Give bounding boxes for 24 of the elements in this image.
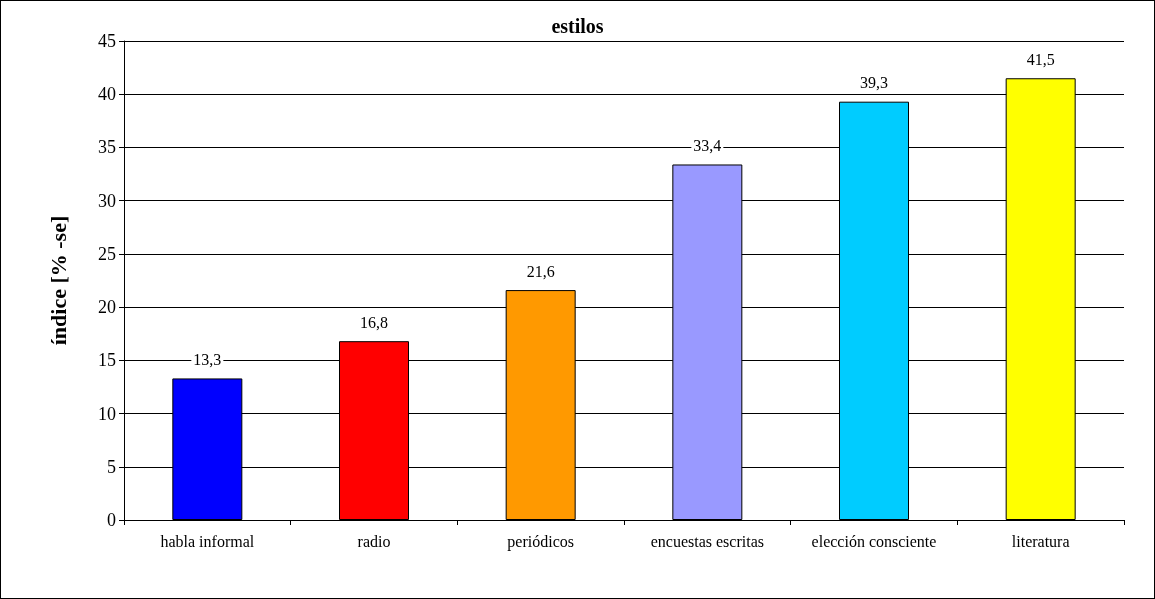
y-tick-label: 30 xyxy=(98,190,116,211)
y-tick-label: 35 xyxy=(98,137,116,158)
data-label: 16,8 xyxy=(360,313,388,331)
x-tick-label: radio xyxy=(357,532,391,550)
y-axis-title: índice [% -se] xyxy=(45,215,71,346)
y-tick-label: 10 xyxy=(98,403,116,424)
x-tick-label: literatura xyxy=(1011,532,1070,550)
y-tick-label: 5 xyxy=(107,456,116,477)
y-tick-label: 25 xyxy=(98,243,116,264)
chart-title: estilos xyxy=(551,15,604,37)
x-tick-label: encuestas escritas xyxy=(650,532,764,550)
data-label: 41,5 xyxy=(1026,50,1055,68)
y-tick-label: 45 xyxy=(98,31,116,51)
x-tick-label: elección consciente xyxy=(811,532,937,550)
y-tick-label: 15 xyxy=(98,350,116,371)
x-tick-label: periódicos xyxy=(507,532,574,551)
data-label: 13,3 xyxy=(193,350,222,368)
y-tick-label: 40 xyxy=(98,84,116,105)
y-tick-label: 0 xyxy=(107,510,116,530)
y-tick-label: 20 xyxy=(98,297,116,318)
data-label: 21,6 xyxy=(526,262,555,280)
data-label: 33,4 xyxy=(693,136,722,154)
data-label: 39,3 xyxy=(860,74,888,92)
x-tick-label: habla informal xyxy=(160,532,255,550)
